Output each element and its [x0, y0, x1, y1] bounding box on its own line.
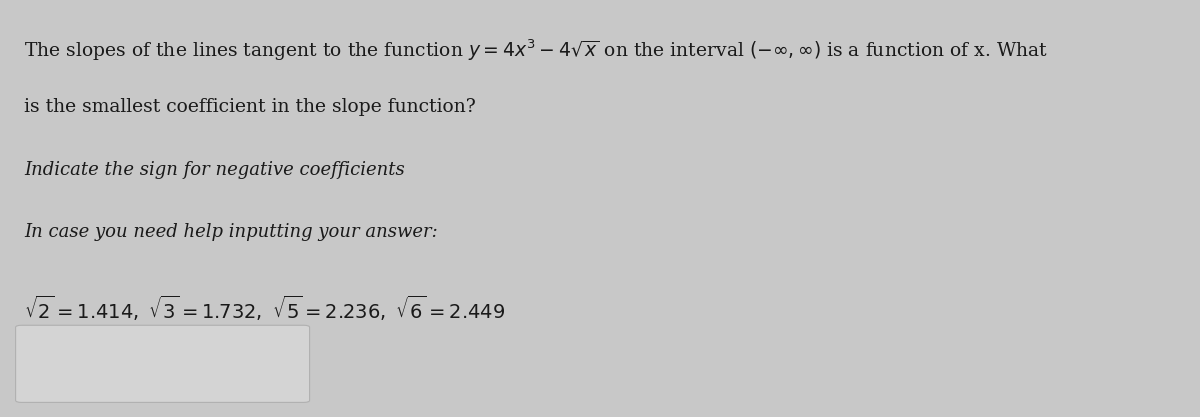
Text: Indicate the sign for negative coefficients: Indicate the sign for negative coefficie…	[24, 161, 404, 178]
Text: The slopes of the lines tangent to the function $y = 4x^3 - 4\sqrt{x}$ on the in: The slopes of the lines tangent to the f…	[24, 38, 1048, 63]
Text: $\sqrt{2} = 1.414,\ \sqrt{3} = 1.732,\ \sqrt{5} = 2.236,\ \sqrt{6} = 2.449$: $\sqrt{2} = 1.414,\ \sqrt{3} = 1.732,\ \…	[24, 294, 505, 323]
Text: In case you need help inputting your answer:: In case you need help inputting your ans…	[24, 223, 438, 241]
Text: is the smallest coefficient in the slope function?: is the smallest coefficient in the slope…	[24, 98, 475, 116]
FancyBboxPatch shape	[16, 325, 310, 402]
